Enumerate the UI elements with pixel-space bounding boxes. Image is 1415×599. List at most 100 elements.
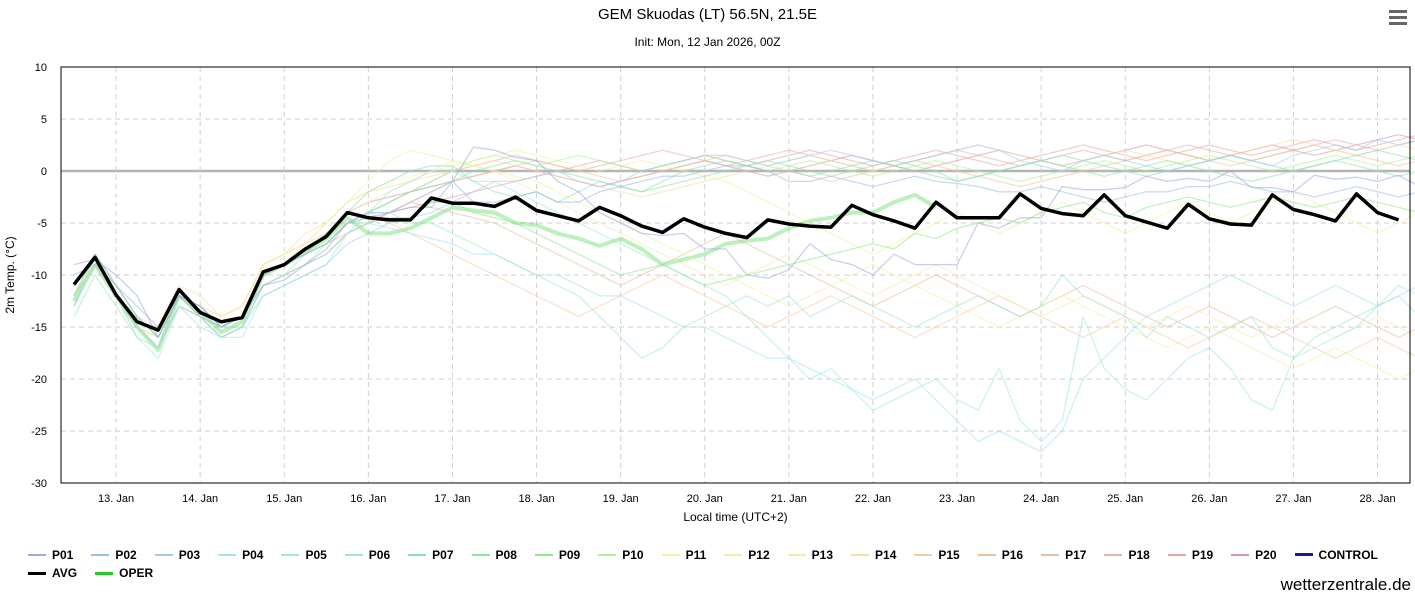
legend-item-p11[interactable]: P11 [661,548,707,563]
x-tick-label: 27. Jan [1275,493,1311,505]
legend-label: P16 [1001,548,1024,562]
x-tick-label: 17. Jan [434,493,470,505]
legend-item-p06[interactable]: P06 [344,548,391,563]
series-line-p03 [73,139,1415,339]
x-axis-label: Local time (UTC+2) [683,510,787,524]
credit-text: wetterzentrale.de [1280,575,1411,594]
x-tick-label: 16. Jan [350,493,386,505]
legend-label: P04 [242,548,264,562]
y-tick-label: -25 [31,426,47,438]
y-tick-label: -30 [31,478,47,490]
x-axis-ticks: 13. Jan 14. Jan 15. Jan 16. Jan 17. Jan 18. J… [98,493,1396,505]
series-line-oper [72,192,938,352]
x-tick-label: 26. Jan [1191,493,1227,505]
legend-swatch [724,554,743,556]
legend-label: OPER [119,566,154,580]
y-axis-label: 2m Temp. (°C) [3,236,17,313]
legend-item-p16[interactable]: P16 [977,548,1024,563]
legend-label: P12 [748,548,770,562]
series-line-p05 [73,170,1415,443]
x-tick-label: 13. Jan [98,493,134,505]
legend-item-p18[interactable]: P18 [1104,548,1150,563]
legend-item-p10[interactable]: P10 [598,548,644,563]
legend-item-p12[interactable]: P12 [724,548,770,563]
plot-frame [60,66,1411,484]
x-tick-label: 18. Jan [519,493,555,505]
legend-item-oper[interactable]: OPER [95,566,153,581]
y-axis-ticks: 10 5 0 -5 -10 -15 -20 -25 -30 [31,62,47,490]
legend-swatch [344,554,363,556]
series-line-avg [72,192,1400,332]
chart-subtitle: Init: Mon, 12 Jan 2026, 00Z [634,35,781,49]
legend-swatch [787,554,806,556]
legend-item-p07[interactable]: P07 [408,548,454,563]
series-line-p02 [73,165,1415,328]
legend-label: P07 [432,548,454,562]
legend-swatch [408,554,427,556]
series-line-p12 [73,149,1415,380]
legend-swatch [851,554,870,556]
x-tick-label: 14. Jan [182,493,218,505]
series-line-p11 [73,149,1415,339]
legend-item-p19[interactable]: P19 [1167,548,1214,563]
legend-swatch [914,554,933,556]
series-line-p06 [73,211,1415,359]
series-line-p01 [73,146,1415,339]
legend-item-p09[interactable]: P09 [534,548,580,563]
legend-item-p04[interactable]: P04 [218,548,263,563]
legend-label: AVG [52,566,78,580]
legend-label: P02 [115,548,137,562]
legend-label: P06 [368,548,391,562]
y-tick-label: 10 [35,62,47,74]
legend-label: P10 [622,548,644,562]
legend-item-p14[interactable]: P14 [851,548,896,563]
legend-swatch [977,554,996,556]
legend-swatch [534,554,553,556]
legend-label: P08 [495,548,517,562]
legend-swatch [95,571,114,575]
legend-item-p13[interactable]: P13 [787,548,833,563]
legend-swatch [154,554,173,556]
legend-swatch [1231,554,1250,556]
legend-item-p20[interactable]: P20 [1231,548,1277,563]
legend-label: P03 [178,548,201,562]
legend-item-p02[interactable]: P02 [91,548,137,563]
legend-swatch [471,554,490,556]
y-tick-label: -20 [31,374,47,386]
legend-swatch [1104,554,1123,556]
legend-swatch [28,554,46,556]
legend-label: P19 [1191,548,1214,562]
series-line-p14 [73,139,1415,328]
x-tick-label: 15. Jan [266,493,302,505]
legend-label: P11 [685,548,707,562]
legend-item-p05[interactable]: P05 [281,548,327,563]
y-tick-label: -5 [37,218,47,230]
legend-label: P01 [52,548,74,562]
menu-icon[interactable] [1389,10,1407,26]
x-tick-label: 25. Jan [1107,493,1143,505]
x-tick-label: 28. Jan [1360,493,1396,505]
legend-label: P20 [1255,548,1277,562]
legend-label: P18 [1128,548,1150,562]
legend-label: P05 [305,548,327,562]
series-line-p15 [73,211,1415,359]
legend-swatch [598,554,617,556]
y-tick-label: 0 [41,166,47,178]
series-line-p08 [73,159,1415,339]
legend-item-control[interactable]: CONTROL [1294,547,1378,562]
legend-swatch [91,554,110,556]
x-tick-label: 22. Jan [855,493,891,505]
legend-item-p01[interactable]: P01 [28,548,73,563]
series-line-p13 [73,159,1415,349]
legend-item-p03[interactable]: P03 [154,548,201,563]
x-tick-label: 23. Jan [939,493,975,505]
legend-item-p17[interactable]: P17 [1041,548,1086,563]
legend-item-p08[interactable]: P08 [471,548,517,563]
legend-item-avg[interactable]: AVG [28,566,77,581]
legend-swatch [1167,554,1186,556]
y-tick-label: -15 [31,322,47,334]
legend-swatch [281,554,300,556]
legend-item-p15[interactable]: P15 [914,548,960,563]
legend: P01 P02 P03 P04 P05 P06 P07 P08 P09 P10 P11 P12 P13 P… [28,545,1398,582]
y-tick-label: -10 [31,270,47,282]
